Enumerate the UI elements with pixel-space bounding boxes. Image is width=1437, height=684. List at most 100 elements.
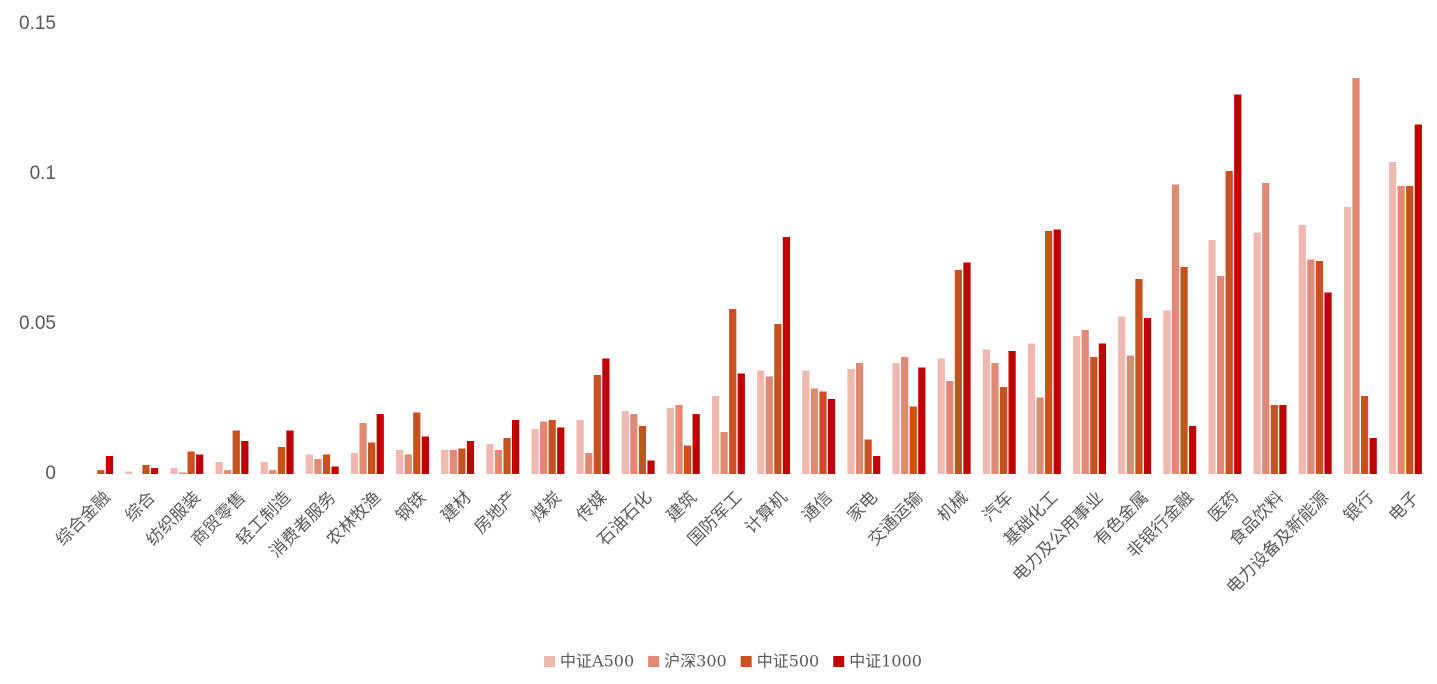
- bar: [1298, 225, 1306, 474]
- bar: [737, 373, 745, 474]
- bar: [241, 441, 249, 474]
- x-tick-label: 房地产: [471, 488, 521, 538]
- x-tick-label: 煤炭: [528, 488, 566, 526]
- bar: [918, 367, 926, 474]
- bar: [105, 456, 114, 474]
- bar: [630, 414, 638, 474]
- bar: [1307, 259, 1315, 474]
- bar: [1090, 357, 1098, 474]
- bar: [819, 391, 827, 474]
- bar: [692, 414, 700, 474]
- bar: [413, 412, 421, 474]
- bar: [864, 439, 872, 474]
- bar: [1279, 405, 1287, 474]
- bar: [1135, 279, 1143, 474]
- bar: [368, 442, 376, 474]
- x-tick-label: 医药: [1205, 488, 1243, 526]
- bar: [187, 451, 195, 474]
- bar: [675, 405, 683, 474]
- y-tick-label: 0: [45, 463, 56, 484]
- y-tick-label: 0.15: [19, 13, 56, 34]
- bar: [1388, 162, 1397, 474]
- x-tick-label: 电子: [1385, 488, 1423, 526]
- bar: [404, 454, 412, 474]
- bar: [1360, 396, 1369, 474]
- bar: [1098, 343, 1106, 474]
- bar: [350, 453, 359, 474]
- y-tick-label: 0.1: [30, 163, 56, 184]
- bar: [827, 399, 836, 474]
- bar: [757, 370, 765, 474]
- bar: [1180, 267, 1188, 474]
- bar: [946, 381, 954, 474]
- x-tick-label: 建筑: [663, 488, 701, 526]
- bar: [531, 429, 539, 474]
- bar: [802, 370, 810, 474]
- bar: [1270, 405, 1278, 474]
- bar: [1126, 355, 1134, 474]
- bar: [512, 420, 520, 474]
- x-tick-label: 银行: [1340, 488, 1378, 526]
- x-tick-label: 传媒: [573, 488, 611, 526]
- bar: [286, 430, 294, 474]
- bar: [1118, 316, 1126, 474]
- bar: [1163, 310, 1171, 474]
- bar: [1027, 343, 1036, 474]
- bar: [847, 369, 855, 474]
- bar: [1369, 438, 1377, 474]
- bar: [909, 406, 917, 474]
- bar: [421, 436, 429, 474]
- bar: [269, 470, 277, 474]
- x-tick-label: 钢铁: [392, 488, 430, 526]
- bar: [1397, 186, 1405, 474]
- bar: [937, 358, 945, 474]
- bar: [1343, 207, 1352, 474]
- bar: [585, 453, 593, 474]
- bar: [458, 448, 466, 474]
- bar: [810, 388, 819, 474]
- bar: [999, 387, 1008, 474]
- x-tick-label: 建材: [437, 488, 475, 526]
- bar: [376, 414, 384, 474]
- legend-label: 中证500: [757, 652, 820, 671]
- legend-swatch: [648, 656, 660, 667]
- bar: [647, 460, 655, 474]
- bar: [540, 421, 548, 474]
- bar: [1352, 78, 1360, 474]
- legend-label: 中证A500: [560, 652, 634, 671]
- bar: [1315, 261, 1324, 474]
- bar: [1081, 330, 1089, 474]
- bar: [466, 441, 475, 474]
- bar: [1225, 171, 1233, 474]
- legend-swatch: [740, 656, 752, 667]
- bar: [638, 426, 647, 474]
- bar: [729, 309, 737, 474]
- legend-swatch: [544, 656, 556, 667]
- bar: [991, 363, 999, 474]
- bar: [1208, 240, 1216, 474]
- bar: [1036, 397, 1044, 474]
- bar: [720, 432, 728, 474]
- bar: [396, 450, 404, 474]
- bar: [1008, 351, 1016, 474]
- bar: [782, 237, 791, 474]
- bar: [314, 459, 322, 474]
- bar: [593, 375, 601, 474]
- bar: [982, 349, 990, 474]
- bar: [873, 456, 881, 474]
- bar: [170, 468, 178, 474]
- bar: [1234, 94, 1242, 474]
- bar: [576, 420, 584, 474]
- bar: [666, 408, 675, 474]
- bar: [215, 462, 223, 474]
- legend-label: 中证1000: [849, 652, 922, 671]
- bar: [621, 411, 629, 474]
- bar: [1217, 276, 1225, 474]
- bar: [331, 466, 339, 474]
- bar: [1414, 124, 1422, 474]
- y-tick-label: 0.05: [19, 313, 56, 334]
- bar: [178, 472, 187, 474]
- bar: [277, 447, 285, 474]
- bar: [196, 454, 204, 474]
